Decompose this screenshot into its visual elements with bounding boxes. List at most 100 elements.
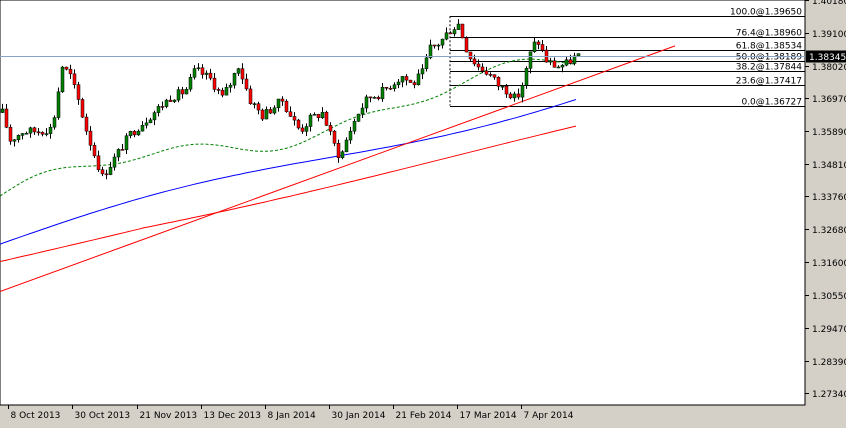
candle xyxy=(208,68,213,81)
candle xyxy=(12,139,17,147)
candle xyxy=(456,19,461,30)
candle xyxy=(256,101,261,115)
candle xyxy=(512,91,517,102)
candle xyxy=(504,83,509,98)
candle xyxy=(524,66,529,89)
candle-body xyxy=(276,98,281,109)
candle-body xyxy=(564,59,569,66)
candle xyxy=(248,85,253,105)
candle-body xyxy=(416,73,421,86)
y-tick-label: 1.32680 xyxy=(812,226,846,236)
candle-body xyxy=(96,155,101,170)
candle xyxy=(100,166,105,177)
candle-body xyxy=(192,68,197,78)
candle-body xyxy=(404,76,409,81)
candle-body xyxy=(424,57,429,69)
candle-body xyxy=(352,121,357,132)
candle-body xyxy=(120,149,125,151)
candle-body xyxy=(20,133,25,136)
candle-body xyxy=(496,76,501,87)
candle xyxy=(484,66,489,76)
x-tick-label: 21 Nov 2013 xyxy=(140,411,198,421)
candle-body xyxy=(400,76,405,83)
plot-area[interactable] xyxy=(0,0,806,406)
candle-body xyxy=(144,122,149,126)
candle-body xyxy=(412,82,417,86)
candle-body xyxy=(152,112,157,121)
candle xyxy=(16,134,21,143)
candle xyxy=(428,39,433,60)
candle xyxy=(164,98,169,109)
candle xyxy=(192,65,197,80)
candle-body xyxy=(260,109,265,120)
candle xyxy=(476,59,481,71)
candle xyxy=(212,73,217,93)
candle-body xyxy=(12,139,17,142)
trend-line-segment[interactable] xyxy=(0,45,676,292)
candle-body xyxy=(200,67,205,75)
candle xyxy=(24,131,29,135)
candle xyxy=(536,40,541,50)
candle-body xyxy=(492,74,497,78)
candle-body xyxy=(360,107,365,115)
candle xyxy=(572,52,577,66)
candle-body xyxy=(520,85,525,98)
candle xyxy=(8,124,13,145)
candle-body xyxy=(196,67,201,70)
candle-body xyxy=(264,109,269,120)
y-tick-label: 1.31600 xyxy=(812,259,846,269)
candle-body xyxy=(80,99,85,118)
candle xyxy=(252,102,257,109)
candle-body xyxy=(296,119,301,129)
candle-body xyxy=(428,44,433,59)
candle-body xyxy=(64,66,69,70)
candle xyxy=(340,150,345,160)
trend-line[interactable] xyxy=(0,45,676,292)
candle xyxy=(376,95,381,101)
candle xyxy=(76,81,81,105)
candle-body xyxy=(576,53,581,57)
candle xyxy=(400,76,405,88)
candle xyxy=(180,86,185,99)
candle xyxy=(552,57,557,68)
candle xyxy=(312,112,317,116)
candle-body xyxy=(272,107,277,114)
y-tick-label: 1.28390 xyxy=(812,358,846,368)
candle-body xyxy=(464,37,469,53)
candle-body xyxy=(256,103,261,111)
candle-body xyxy=(320,111,325,118)
candle-body xyxy=(328,125,333,132)
candle xyxy=(448,31,453,35)
candle xyxy=(140,121,145,132)
candle xyxy=(464,36,469,53)
candle-body xyxy=(52,117,57,128)
candle xyxy=(28,126,33,138)
candle-body xyxy=(268,109,273,114)
candle xyxy=(296,118,301,130)
candle-body xyxy=(392,84,397,89)
candle xyxy=(188,73,193,92)
candle xyxy=(532,37,537,53)
candle xyxy=(308,113,313,132)
candle-body xyxy=(324,111,329,126)
fibonacci-retracement[interactable]: 100.0@1.39650 76.4@1.38960 61.8@1.3853450.… xyxy=(449,8,805,108)
y-tick-label: 1.30550 xyxy=(812,292,846,302)
candle-body xyxy=(452,29,457,35)
candle xyxy=(420,64,425,80)
candle xyxy=(416,69,421,86)
fib-level-label: 100.0@1.39650 xyxy=(730,8,802,18)
candle-body xyxy=(252,103,257,105)
candle-body xyxy=(148,119,153,124)
candle xyxy=(64,66,69,71)
y-tick-label: 1.36970 xyxy=(812,95,846,105)
candle xyxy=(488,72,493,77)
candle xyxy=(156,104,161,117)
x-tick-label: 8 Jan 2014 xyxy=(268,411,316,421)
candle-body xyxy=(376,97,381,100)
candle-body xyxy=(236,68,241,74)
candle xyxy=(576,53,581,57)
current-price-label: 1.38345 xyxy=(809,53,846,63)
candle xyxy=(268,107,273,115)
